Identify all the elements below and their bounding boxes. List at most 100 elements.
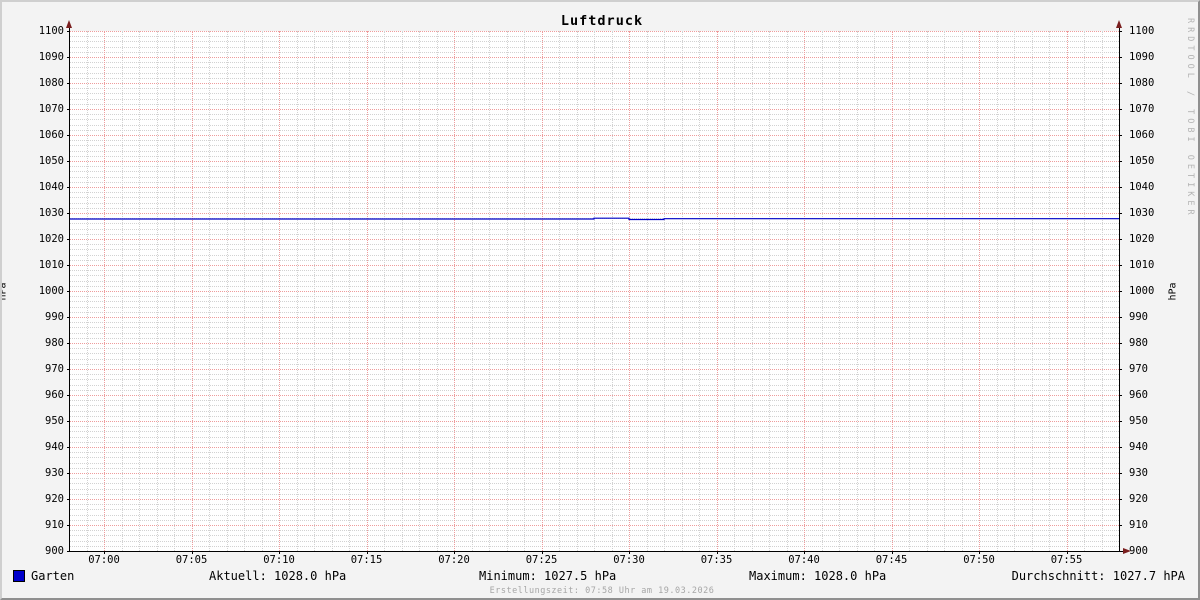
y-axis-tick-left	[67, 109, 69, 110]
x-major-gridline	[1066, 31, 1068, 551]
y-tick-label-left: 980	[45, 337, 64, 349]
x-tick-label: 07:30	[613, 554, 645, 566]
x-minor-gridline	[961, 31, 963, 551]
x-axis-tick	[366, 551, 368, 554]
x-minor-gridline	[314, 31, 315, 551]
y-axis-tick-left	[67, 473, 69, 474]
y-tick-label-left: 1040	[38, 181, 64, 193]
x-minor-gridline	[506, 31, 508, 551]
x-minor-gridline	[1049, 31, 1050, 551]
y-tick-label-right: 960	[1129, 389, 1148, 401]
x-major-gridline	[891, 31, 893, 551]
x-minor-gridline	[209, 31, 210, 551]
x-minor-gridline	[944, 31, 945, 551]
y-axis-left	[69, 26, 70, 552]
x-major-gridline	[716, 31, 718, 551]
y-axis-tick-left	[67, 57, 69, 58]
x-tick-label: 07:50	[963, 554, 995, 566]
x-minor-gridline	[226, 31, 228, 551]
y-axis-tick-left	[67, 343, 69, 344]
pressure-line-chart	[69, 217, 1119, 221]
y-axis-tick-right	[1120, 343, 1122, 344]
y-tick-label-right: 930	[1129, 467, 1148, 479]
x-minor-gridline	[489, 31, 490, 551]
y-tick-label-left: 950	[45, 415, 64, 427]
y-tick-label-right: 900	[1129, 545, 1148, 557]
x-minor-gridline	[401, 31, 403, 551]
y-axis-tick-left	[67, 83, 69, 84]
y-axis-tick-right	[1120, 447, 1122, 448]
x-axis-tick	[979, 551, 980, 554]
x-minor-gridline	[174, 31, 175, 551]
x-minor-gridline	[769, 31, 770, 551]
x-axis-tick	[629, 551, 630, 554]
x-axis	[69, 551, 1123, 552]
x-tick-label: 07:45	[875, 554, 908, 566]
y-axis-tick-left	[67, 395, 69, 396]
y-tick-label-right: 1020	[1129, 233, 1155, 245]
y-axis-tick-right	[1120, 31, 1122, 32]
x-major-gridline	[541, 31, 543, 551]
y-tick-label-right: 1040	[1129, 181, 1155, 193]
x-major-gridline	[191, 31, 193, 551]
y-axis-tick-left	[67, 239, 69, 240]
x-minor-gridline	[139, 31, 140, 551]
x-axis-tick	[191, 551, 193, 554]
x-tick-label: 07:40	[788, 554, 820, 566]
y-tick-label-left: 970	[45, 363, 64, 375]
y-tick-label-left: 1050	[38, 155, 64, 167]
y-tick-label-right: 1060	[1129, 129, 1155, 141]
x-tick-label: 07:35	[700, 554, 733, 566]
y-axis-tick-right	[1120, 161, 1122, 162]
y-tick-label-right: 920	[1129, 493, 1148, 505]
y-axis-tick-right	[1120, 421, 1122, 422]
y-axis-title-left: hPa	[0, 282, 9, 301]
y-tick-label-left: 900	[45, 545, 64, 557]
legend-color-swatch	[13, 570, 25, 582]
legend-series-label: Garten	[31, 569, 75, 583]
y-tick-label-left: 1020	[38, 233, 64, 245]
y-tick-label-left: 1100	[38, 25, 64, 37]
y-tick-label-left: 1000	[38, 285, 64, 297]
x-axis-tick	[104, 551, 105, 554]
x-minor-gridline	[734, 31, 735, 551]
x-minor-gridline	[244, 31, 245, 551]
y-tick-label-right: 990	[1129, 311, 1148, 323]
x-minor-gridline	[646, 31, 648, 551]
y-axis-tick-left	[67, 317, 69, 318]
x-minor-gridline	[86, 31, 88, 551]
y-axis-tick-left	[67, 213, 69, 214]
x-minor-gridline	[681, 31, 683, 551]
y-axis-tick-left	[67, 31, 69, 32]
x-major-gridline	[366, 31, 368, 551]
y-axis-tick-right	[1120, 265, 1122, 266]
x-minor-gridline	[559, 31, 560, 551]
y-axis-tick-left	[67, 525, 69, 526]
x-axis-tick	[716, 551, 718, 554]
y-axis-tick-right	[1120, 369, 1122, 370]
y-axis-tick-left	[67, 265, 69, 266]
y-axis-tick-right	[1120, 317, 1122, 318]
x-axis-tick	[541, 551, 543, 554]
y-axis-title-right: hPa	[1167, 282, 1179, 301]
y-axis-arrow-right	[1116, 20, 1122, 28]
x-tick-label: 07:55	[1050, 554, 1083, 566]
x-minor-gridline	[856, 31, 858, 551]
x-minor-gridline	[821, 31, 823, 551]
y-tick-label-left: 1010	[38, 259, 64, 271]
x-axis-tick	[279, 551, 280, 554]
x-minor-gridline	[384, 31, 385, 551]
x-tick-label: 07:15	[350, 554, 383, 566]
y-axis-tick-left	[67, 447, 69, 448]
x-axis-tick	[891, 551, 893, 554]
x-minor-gridline	[874, 31, 875, 551]
x-minor-gridline	[699, 31, 700, 551]
x-minor-gridline	[1014, 31, 1015, 551]
y-axis-tick-right	[1120, 525, 1122, 526]
y-tick-label-right: 1000	[1129, 285, 1155, 297]
y-tick-label-left: 1080	[38, 77, 64, 89]
y-tick-label-right: 1100	[1129, 25, 1155, 37]
x-axis-tick	[804, 551, 805, 554]
x-minor-gridline	[1084, 31, 1085, 551]
